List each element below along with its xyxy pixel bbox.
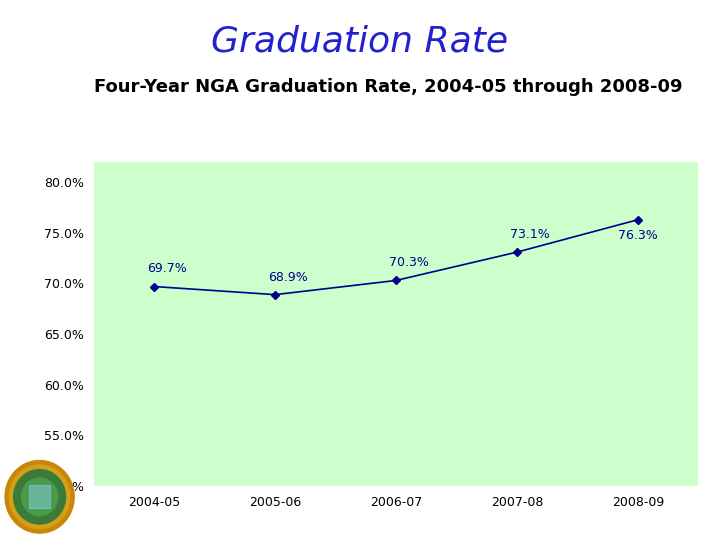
Polygon shape [14, 470, 66, 524]
Text: 70.3%: 70.3% [389, 256, 429, 269]
Polygon shape [29, 485, 50, 508]
Text: 73.1%: 73.1% [510, 228, 550, 241]
Text: 68.9%: 68.9% [268, 271, 308, 284]
Polygon shape [5, 461, 74, 533]
Text: 69.7%: 69.7% [147, 262, 187, 275]
Polygon shape [9, 465, 70, 529]
Text: Graduation Rate: Graduation Rate [212, 24, 508, 58]
Polygon shape [22, 478, 58, 516]
Text: 76.3%: 76.3% [618, 229, 658, 242]
Text: Four-Year NGA Graduation Rate, 2004-05 through 2008-09: Four-Year NGA Graduation Rate, 2004-05 t… [94, 78, 682, 96]
